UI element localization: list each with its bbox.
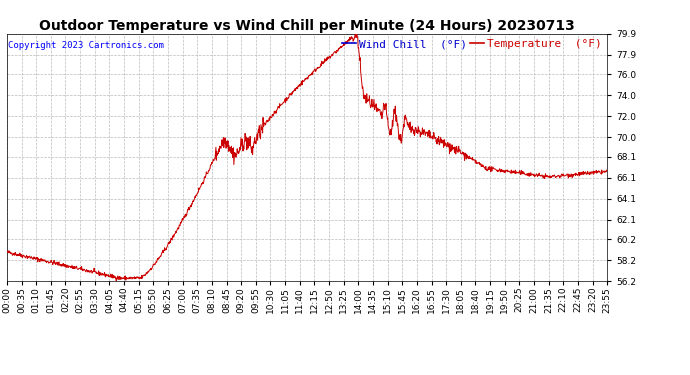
Legend: Wind Chill  (°F), Temperature  (°F): Wind Chill (°F), Temperature (°F)	[342, 39, 602, 49]
Text: Copyright 2023 Cartronics.com: Copyright 2023 Cartronics.com	[8, 41, 164, 50]
Title: Outdoor Temperature vs Wind Chill per Minute (24 Hours) 20230713: Outdoor Temperature vs Wind Chill per Mi…	[39, 19, 575, 33]
